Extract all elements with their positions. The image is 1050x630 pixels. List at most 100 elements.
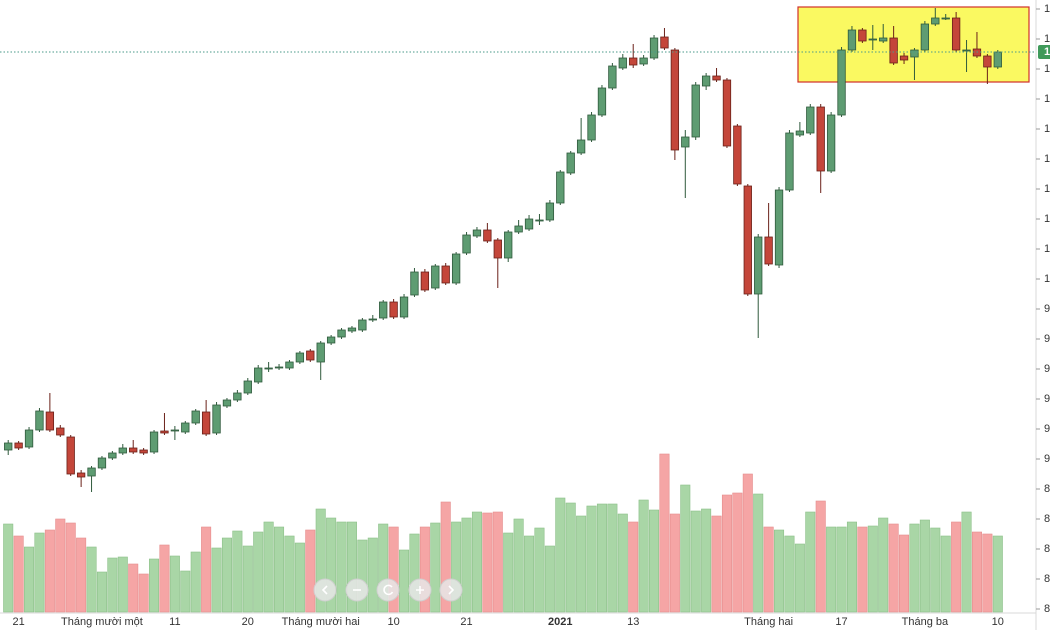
candle-body	[170, 429, 180, 432]
volume-bar	[357, 539, 368, 613]
y-tick-label: 1	[1044, 33, 1050, 45]
volume-bar	[326, 517, 337, 613]
candle-body	[243, 380, 252, 394]
candle-body	[608, 65, 617, 89]
candle-body	[316, 342, 325, 363]
volume-bar	[409, 533, 420, 613]
x-tick-label: 2021	[548, 616, 572, 628]
volume-bar	[149, 558, 160, 613]
x-tick-label: 17	[835, 616, 847, 628]
volume-bar	[534, 527, 545, 613]
y-tick-label: 1	[1044, 123, 1050, 135]
y-tick-label: 1	[1044, 213, 1050, 225]
volume-bar	[899, 534, 910, 613]
volume-bar	[774, 529, 785, 613]
volume-bar	[128, 563, 139, 613]
x-tick-label: 21	[13, 616, 25, 628]
candle-body	[212, 404, 221, 434]
candle-body	[4, 442, 13, 451]
candle-body	[295, 352, 305, 363]
candle-body	[56, 427, 65, 436]
volume-bar	[461, 517, 472, 613]
candle-body	[691, 84, 700, 138]
volume-bar	[242, 545, 253, 613]
candle-body	[639, 57, 648, 65]
candle-body	[754, 236, 763, 295]
last-price-tag	[1038, 45, 1050, 59]
icon	[321, 585, 328, 595]
volume-bar	[669, 513, 680, 613]
volume-bar	[253, 531, 264, 613]
candle-body	[201, 411, 211, 435]
y-tick-label: 1	[1044, 153, 1050, 165]
candle-body	[191, 410, 200, 424]
volume-bar	[471, 511, 482, 613]
scroll-right-button[interactable]	[439, 578, 463, 602]
candle-body	[139, 449, 148, 454]
volume-bar	[367, 537, 378, 613]
volume-bar	[159, 544, 170, 613]
volume-bar	[3, 523, 14, 613]
volume-bar	[742, 473, 753, 613]
candle-body	[97, 457, 107, 469]
candle-body	[254, 367, 263, 383]
candle-body	[587, 114, 596, 141]
volume-bar	[680, 484, 691, 613]
x-tick-label: 10	[992, 616, 1004, 628]
volume-bar	[180, 570, 191, 613]
candle-body	[368, 318, 377, 321]
volume-bar	[86, 546, 97, 613]
last-price-label: 1	[1044, 46, 1050, 58]
candle-body	[483, 229, 492, 242]
candle-body	[264, 367, 273, 370]
volume-bar	[596, 503, 607, 613]
volume-bar	[107, 557, 118, 613]
volume-bar	[221, 537, 232, 613]
candle-body	[35, 410, 44, 431]
volume-bar	[930, 527, 941, 613]
volume-bar	[971, 531, 982, 613]
candle-body	[431, 265, 440, 289]
candle-body	[379, 301, 388, 319]
volume-bar	[794, 543, 805, 613]
volume-bar	[503, 532, 514, 613]
volume-bar	[909, 523, 920, 613]
candle-body	[816, 106, 825, 172]
candle-body	[285, 361, 294, 369]
candle-body	[993, 51, 1002, 68]
y-tick-label: 9	[1044, 363, 1050, 375]
candle-body	[76, 472, 86, 478]
candle-body	[545, 202, 555, 221]
reset-button[interactable]	[376, 578, 400, 602]
candle-body	[222, 399, 232, 407]
volume-bar	[201, 526, 212, 613]
y-tick-label: 1	[1044, 93, 1050, 105]
volume-bar	[399, 549, 410, 613]
x-tick-label: Tháng mười một	[61, 616, 143, 628]
scroll-left-button[interactable]	[313, 578, 337, 602]
x-tick-label: 11	[169, 616, 180, 628]
candle-body	[774, 189, 784, 266]
candle-body	[358, 319, 367, 331]
y-tick-label: 9	[1044, 303, 1050, 315]
volume-bar	[117, 556, 128, 613]
volume-bar	[784, 535, 795, 613]
volume-bar	[607, 503, 618, 613]
volume-bar	[169, 555, 180, 613]
volume-bar	[721, 494, 732, 613]
volume-bar	[878, 517, 889, 613]
candle-body	[118, 447, 127, 454]
candle-body	[670, 49, 680, 151]
x-tick-label: Tháng ba	[902, 616, 949, 628]
candle-body	[233, 392, 242, 401]
x-tick-label: 10	[388, 616, 400, 628]
candle-body	[847, 29, 857, 51]
candle-body	[181, 422, 190, 433]
volume-bar	[867, 525, 878, 613]
volume-bar	[492, 511, 503, 613]
candle-body	[899, 55, 909, 61]
candle-body	[701, 75, 711, 87]
candle-body	[504, 231, 513, 259]
y-tick-label: 9	[1044, 423, 1050, 435]
